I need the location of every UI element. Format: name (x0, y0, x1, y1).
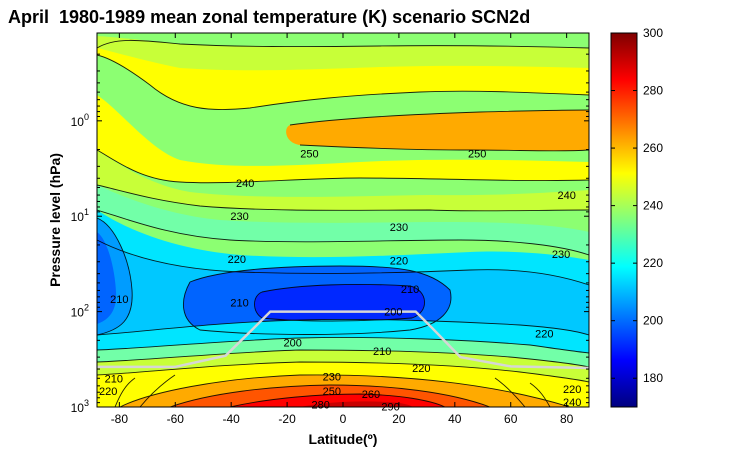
x-tick-label: 40 (448, 412, 462, 426)
contour-label: 260 (362, 389, 380, 401)
colorbar-ticks: 300 280 260 240 220 200 180 (611, 26, 663, 385)
contour-label: 210 (110, 294, 128, 306)
y-tick-label: 103 (71, 398, 89, 415)
x-tick-label: -60 (167, 412, 185, 426)
colorbar-tick-label: 240 (643, 199, 663, 213)
contour-label: 220 (563, 384, 581, 396)
contour-label: 220 (228, 254, 246, 266)
colorbar-tick-label: 180 (643, 371, 663, 385)
contour-label: 230 (323, 372, 341, 384)
colorbar-gradient (610, 32, 638, 408)
contour-label: 220 (535, 329, 553, 341)
colorbar-tick-label: 260 (643, 141, 663, 155)
contour-label: 210 (401, 284, 419, 296)
contour-label: 200 (384, 307, 402, 319)
colorbar-tick-label: 280 (643, 84, 663, 98)
heatmap-fill (97, 33, 589, 407)
contour-label: 240 (563, 397, 581, 409)
contour-label: 220 (412, 363, 430, 375)
contour-label: 230 (230, 211, 248, 223)
colorbar-tick-label: 220 (643, 256, 663, 270)
colorbar-tick-label: 200 (643, 314, 663, 328)
contour-label: 290 (381, 402, 399, 414)
contour-label: 250 (300, 148, 318, 160)
x-tick-label: 60 (504, 412, 518, 426)
y-tick-label: 101 (71, 207, 89, 224)
contour-label: 210 (105, 373, 123, 385)
contour-label: 250 (468, 148, 486, 160)
contour-label: 240 (557, 190, 575, 202)
contour-label: 250 (323, 386, 341, 398)
x-tick-label: -20 (278, 412, 296, 426)
contour-label: 230 (390, 222, 408, 234)
x-axis: -80 -60 -40 -20 0 20 40 60 80 (111, 33, 574, 426)
x-tick-label: -40 (223, 412, 241, 426)
contour-label: 220 (99, 386, 117, 398)
contour-label: 220 (390, 255, 408, 267)
contour-label: 280 (311, 399, 329, 411)
contour-label: 240 (236, 178, 254, 190)
colorbar-tick-label: 300 (643, 26, 663, 40)
x-axis-label: Latitude(º) (309, 431, 378, 447)
contour-label: 210 (373, 346, 391, 358)
contour-label: 230 (552, 249, 570, 261)
y-axis: 100 101 102 103 (71, 53, 589, 415)
x-tick-label: 80 (560, 412, 574, 426)
y-axis-label: Pressure level (hPa) (47, 153, 63, 287)
x-tick-label: -80 (111, 412, 129, 426)
chart-title: April 1980-1989 mean zonal temperature (… (8, 7, 530, 27)
x-tick-label: 20 (392, 412, 406, 426)
y-tick-label: 100 (71, 112, 89, 129)
contour-label: 200 (284, 337, 302, 349)
contour-label: 210 (230, 297, 248, 309)
x-tick-label: 0 (340, 412, 347, 426)
colorbar: 300 280 260 240 220 200 180 (610, 26, 663, 408)
tropopause-line (97, 310, 589, 370)
y-tick-label: 102 (71, 303, 89, 320)
